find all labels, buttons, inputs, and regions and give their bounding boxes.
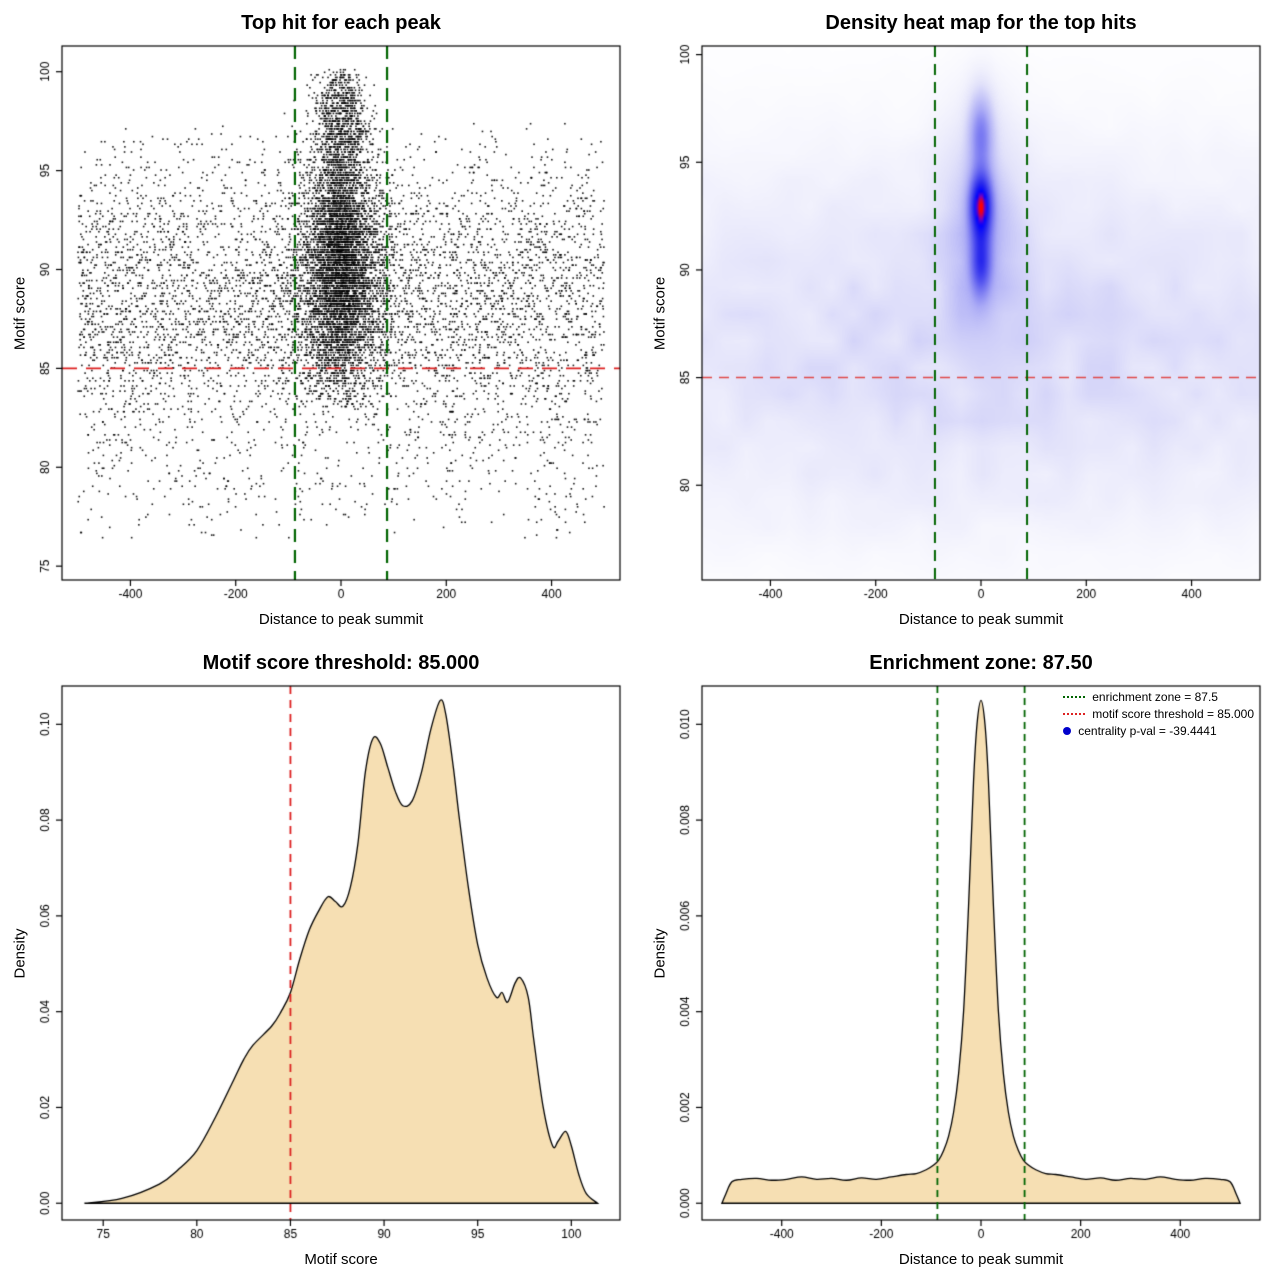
chart-title: Density heat map for the top hits bbox=[825, 12, 1137, 34]
panel-density-heatmap: Density heat map for the top hits Motif … bbox=[640, 0, 1280, 640]
x-axis-label: Distance to peak summit bbox=[258, 611, 424, 628]
legend-label: motif score threshold = 85.000 bbox=[1092, 707, 1254, 721]
enrichment-zone-line-swatch bbox=[1063, 696, 1086, 698]
legend-label: centrality p-val = -39.4441 bbox=[1078, 724, 1217, 738]
panel-motif-score-density: Motif score threshold: 85.000 Density Mo… bbox=[0, 640, 640, 1280]
y-axis-label: Motif score bbox=[11, 276, 29, 351]
centrality-pval-dot-swatch bbox=[1063, 727, 1072, 735]
legend-item-centrality-pval: centrality p-val = -39.4441 bbox=[1063, 724, 1254, 738]
x-axis-label: Distance to peak summit bbox=[898, 1251, 1064, 1268]
legend-item-enrichment-zone: enrichment zone = 87.5 bbox=[1063, 690, 1254, 704]
density-heatmap-canvas bbox=[640, 0, 1280, 640]
enrichment-zone-density-canvas bbox=[640, 640, 1280, 1280]
x-axis-label: Distance to peak summit bbox=[898, 611, 1064, 628]
chart-title: Top hit for each peak bbox=[241, 12, 441, 34]
motif-threshold-line-swatch bbox=[1063, 713, 1086, 715]
legend-item-motif-threshold: motif score threshold = 85.000 bbox=[1063, 707, 1254, 721]
panel-enrichment-zone-density: Enrichment zone: 87.50 Density Distance … bbox=[640, 640, 1280, 1280]
panel-top-hit-scatter: Top hit for each peak Motif score Distan… bbox=[0, 0, 640, 640]
chart-title: Motif score threshold: 85.000 bbox=[202, 652, 480, 674]
y-axis-label: Density bbox=[11, 928, 29, 979]
legend: enrichment zone = 87.5 motif score thres… bbox=[1063, 690, 1254, 738]
y-axis-label: Density bbox=[651, 928, 669, 979]
y-axis-label: Motif score bbox=[651, 276, 669, 351]
chart-title: Enrichment zone: 87.50 bbox=[869, 652, 1093, 674]
x-axis-label: Motif score bbox=[304, 1251, 378, 1268]
top-hit-scatter-canvas bbox=[0, 0, 640, 640]
motif-score-density-canvas bbox=[0, 640, 640, 1280]
legend-label: enrichment zone = 87.5 bbox=[1092, 690, 1218, 704]
